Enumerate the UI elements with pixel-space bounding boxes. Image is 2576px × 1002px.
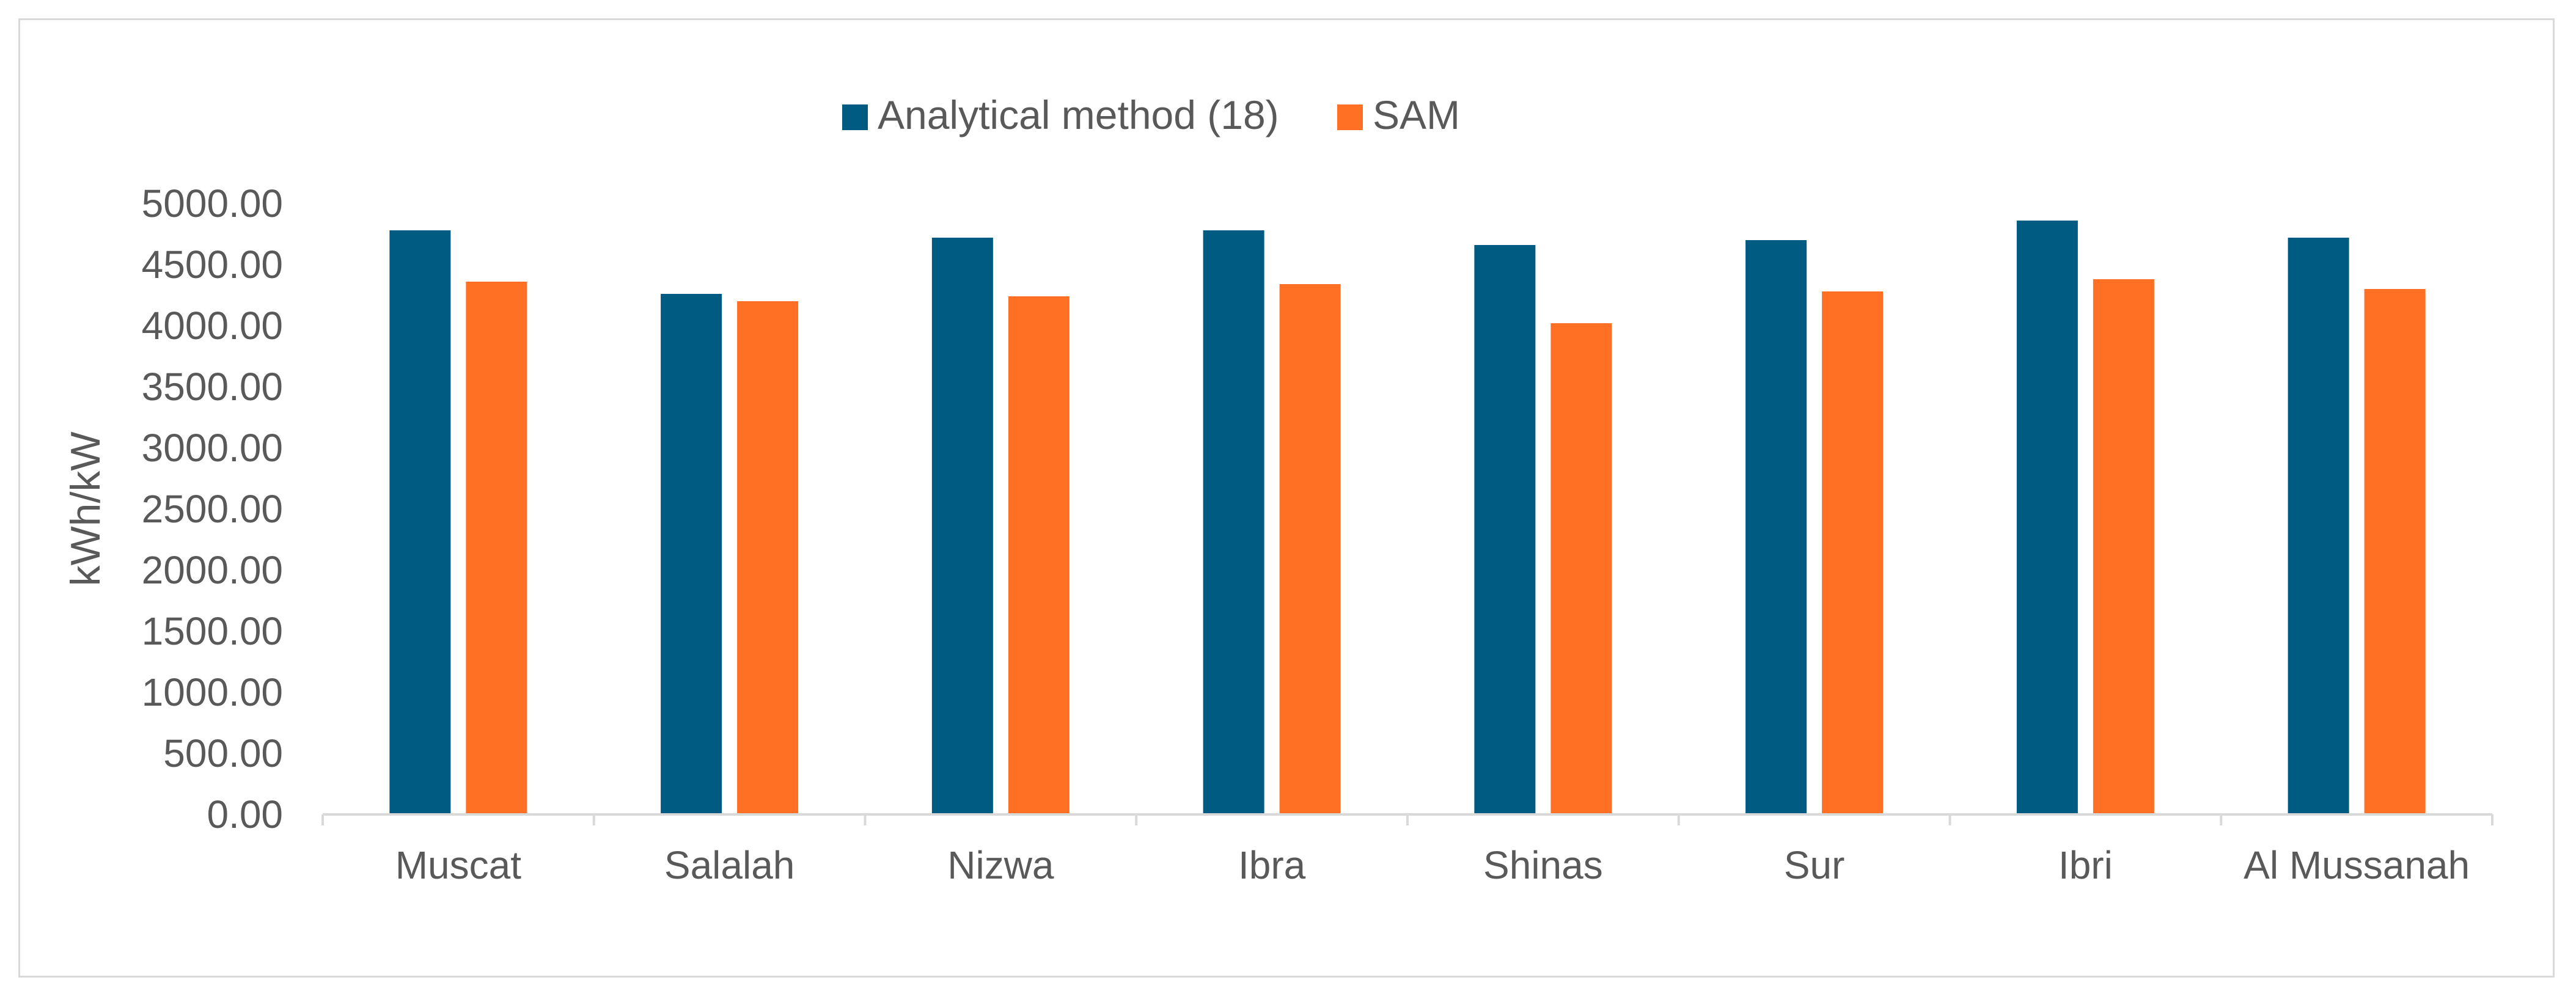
y-tick-label: 2500.00: [142, 487, 283, 531]
x-category-label: Ibri: [2058, 843, 2113, 887]
legend: Analytical method (18) SAM: [842, 92, 1460, 137]
y-tick-label: 0.00: [207, 792, 283, 836]
x-category-label: Ibra: [1238, 843, 1306, 887]
bar-analytical-salalah: [661, 294, 722, 814]
bar-chart: Analytical method (18) SAM 0.00 500.00 1000…: [62, 92, 2493, 887]
x-category-label: Salalah: [664, 843, 795, 887]
x-category-label: Muscat: [395, 843, 522, 887]
x-category-label: Al Mussanah: [2244, 843, 2470, 887]
bar-sam-salalah: [737, 301, 799, 814]
y-tick-label: 3500.00: [142, 365, 283, 409]
y-axis-title: kWh/kW: [62, 431, 109, 586]
x-axis: Muscat Salalah Nizwa Ibra Shinas Sur Ibri Al Mu…: [321, 813, 2493, 887]
y-tick-label: 3000.00: [142, 426, 283, 470]
y-tick-label: 500.00: [163, 731, 283, 775]
legend-swatch: [842, 104, 868, 130]
y-tick-label: 4000.00: [142, 304, 283, 348]
bar-sam-muscat: [466, 282, 527, 814]
bar-sam-sur: [1822, 291, 1884, 814]
y-tick-label: 5000.00: [142, 181, 283, 225]
y-tick-label: 2000.00: [142, 548, 283, 592]
chart-frame: Analytical method (18) SAM 0.00 500.00 1000…: [18, 18, 2555, 978]
bar-analytical-nizwa: [931, 238, 993, 814]
bar-sam-ibra: [1279, 284, 1341, 814]
x-category-label: Sur: [1784, 843, 1845, 887]
y-tick-label: 1000.00: [142, 670, 283, 714]
bar-analytical-ibra: [1203, 230, 1264, 814]
bar-analytical-al-mussanah: [2288, 238, 2349, 814]
bar-sam-al-mussanah: [2364, 289, 2426, 814]
legend-swatch: [1337, 104, 1363, 130]
x-category-label: Nizwa: [947, 843, 1054, 887]
y-tick-label: 1500.00: [142, 609, 283, 653]
bar-sam-ibri: [2093, 279, 2154, 814]
bar-analytical-muscat: [389, 230, 451, 814]
legend-label: Analytical method (18): [878, 92, 1279, 137]
bar-analytical-ibri: [2016, 221, 2078, 814]
bar-sam-nizwa: [1008, 296, 1070, 814]
legend-label: SAM: [1373, 92, 1460, 137]
y-axis: 0.00 500.00 1000.00 1500.00 2000.00 2500.00 30…: [62, 181, 283, 836]
x-category-label: Shinas: [1483, 843, 1603, 887]
bar-analytical-sur: [1745, 240, 1807, 814]
bar-analytical-shinas: [1474, 245, 1536, 814]
bar-sam-shinas: [1550, 323, 1612, 814]
y-tick-label: 4500.00: [142, 243, 283, 287]
bars: [389, 221, 2426, 814]
